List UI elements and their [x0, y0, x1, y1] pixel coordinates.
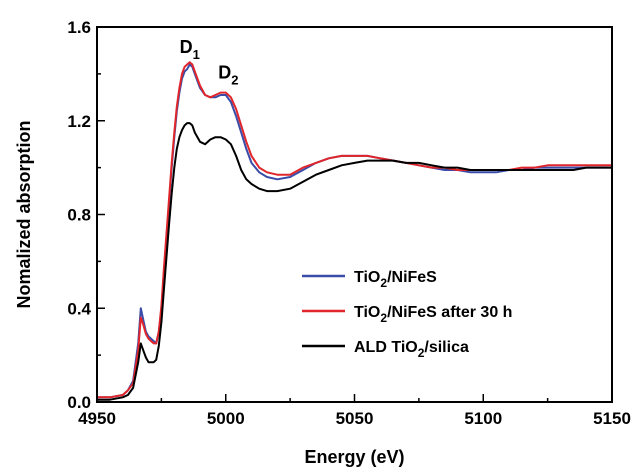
peak-label-d2-sub: 2 [231, 73, 238, 88]
y-tick-label: 0.4 [67, 299, 91, 318]
plot-lines [97, 61, 612, 401]
legend: TiO2/NiFeS TiO2/NiFeS after 30 h ALD TiO… [302, 269, 512, 360]
y-tick-label: 1.2 [67, 112, 91, 131]
x-tick-label: 5150 [593, 409, 631, 428]
y-tick-label: 1.6 [67, 18, 91, 37]
legend-label-tio2-nifes: TiO2/NiFeS [354, 269, 437, 290]
peak-label-d2-main: D [218, 63, 231, 83]
legend-label-tio2-nifes-30h: TiO2/NiFeS after 30 h [354, 304, 512, 325]
axis-ticks [96, 26, 613, 403]
y-tick-label: 0.0 [67, 393, 91, 412]
x-tick-label: 5050 [336, 409, 374, 428]
x-tick-label: 5000 [207, 409, 245, 428]
peak-label-d1-sub: 1 [193, 47, 200, 62]
y-tick-label: 0.8 [67, 206, 91, 225]
y-axis-title: Nomalized absorption [14, 120, 34, 308]
tick-labels: 4950 5000 5050 5100 5150 0.0 0.4 0.8 1.2 1.6 [67, 18, 631, 428]
x-tick-label: 5100 [464, 409, 502, 428]
peak-label-d2: D2 [218, 63, 238, 88]
peak-label-d1-main: D [180, 37, 193, 57]
x-tick-label: 4950 [78, 409, 116, 428]
x-axis-title: Energy (eV) [304, 447, 404, 467]
series-line-ald-tio2-silica [97, 122, 612, 401]
series-line-tio2-nifes [97, 63, 612, 399]
legend-label-ald-tio2-silica: ALD TiO2/silica [354, 339, 469, 360]
peak-label-d1: D1 [180, 37, 200, 62]
